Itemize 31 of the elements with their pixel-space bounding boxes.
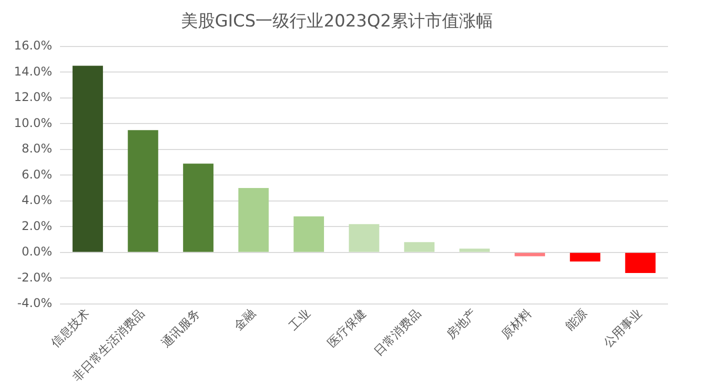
bar [238,188,269,252]
bar [459,248,490,252]
bar [72,66,103,252]
x-tick-label: 工业 [286,306,314,334]
bar [294,216,324,252]
bar [570,252,600,262]
bar [348,224,380,252]
y-tick-label: 2.0% [22,218,52,233]
x-tick-label: 通讯服务 [158,306,203,350]
x-tick-label: 能源 [562,306,590,334]
y-tick-label: 16.0% [14,38,52,53]
x-tick-label: 原材料 [498,306,534,342]
y-tick-label: 14.0% [14,64,52,78]
y-tick-label: 12.0% [14,90,52,104]
x-tick-label: 公用事业 [600,306,645,350]
y-tick-label: 6.0% [22,167,52,182]
chart-title: 美股GICS一级行业2023Q2累计市值涨幅 [180,12,494,32]
y-tick-label: -2.0% [17,270,52,284]
bar [183,164,214,252]
y-tick-label: 8.0% [22,142,52,156]
bar [514,252,546,256]
bar [404,242,435,252]
x-tick-label: 医疗保健 [324,306,368,350]
x-tick-label: 金融 [231,306,258,334]
y-tick-label: 4.0% [22,193,52,208]
x-tick-label: 房地产 [444,306,479,342]
y-tick-label: 10.0% [14,116,52,130]
bar [625,252,656,274]
x-tick-label: 日常消费品 [371,306,424,359]
y-tick-label: 0.0% [22,244,52,259]
bar [128,130,158,252]
